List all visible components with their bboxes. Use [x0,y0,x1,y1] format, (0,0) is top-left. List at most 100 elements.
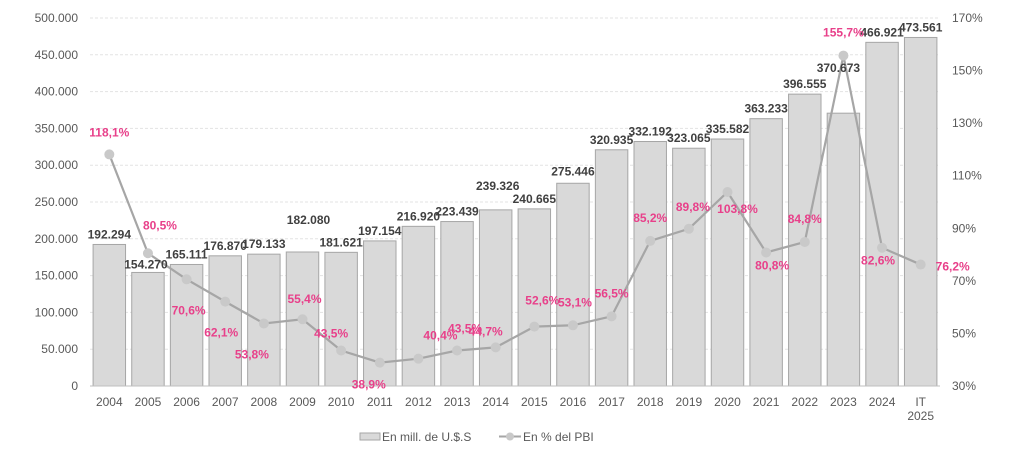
right-axis-tick-label: 150% [952,64,983,78]
line-value-label: 103,8% [717,202,758,216]
bar [594,149,629,387]
left-axis-tick-label: 150.000 [35,269,79,283]
bar-value-label: 363.233 [744,102,788,116]
bar-value-label: 223.439 [435,205,479,219]
x-axis-tick-label: 2015 [521,395,548,409]
x-axis-tick-label: 2005 [135,395,162,409]
bar-value-label: 239.326 [476,179,520,193]
line-value-label: 89,8% [676,200,710,214]
bar-value-label: 176.870 [204,239,248,253]
bar-value-label: 335.582 [706,122,750,136]
bar-value-label: 182.080 [287,213,331,227]
bar-value-label: 216.920 [397,209,441,223]
line-data-labels: 118,1% 80,5% 70,6% 62,1% 53,8% 55,4% 43,5% 38,9… [89,26,970,392]
x-axis-tick-label: 2014 [482,395,509,409]
line-point [413,353,424,364]
bar [478,209,513,387]
legend: En mill. de U.$.S En % del PBI [359,430,594,444]
right-axis-tick-label: 110% [952,169,982,183]
bar-value-label: 192.294 [88,227,132,241]
line-value-label: 118,1% [89,125,129,139]
bar-value-label: 240.665 [513,192,557,206]
bar [672,147,706,387]
line-point [142,248,153,259]
line-value-label: 44,7% [469,324,503,338]
line-value-label: 155,7% [823,26,864,40]
right-axis: 30% 50% 70% 90% 110% 130% 150% 170% [952,11,983,393]
x-axis-tick-label: 2022 [791,395,818,409]
line-point [606,311,617,322]
x-axis-tick-label: 2016 [560,395,587,409]
line-point [104,149,115,160]
line-series [104,50,926,368]
line-value-label: 53,1% [558,295,592,309]
legend-bar-swatch [359,432,381,441]
bar-value-label: 165.111 [166,247,208,261]
left-axis-tick-label: 100.000 [35,305,79,319]
line-point [529,321,540,332]
x-axis-tick-label: 2004 [96,395,123,409]
gridlines [90,17,940,350]
x-axis-tick-label: 2023 [830,395,857,409]
line-value-label: 56,5% [595,286,629,300]
bar-data-labels: 192.294 154.270165.111176.870179.133182.0… [88,20,943,271]
line-value-label: 80,5% [143,218,177,232]
x-axis-tick-label: 2008 [251,395,278,409]
legend-line-marker [506,432,514,441]
bar-value-label: 370.673 [817,61,861,75]
bar [92,243,127,387]
bar [903,36,938,387]
line-point [722,187,733,198]
bar-value-label: 473.561 [899,20,943,34]
line-value-label: 85,2% [633,211,667,225]
x-axis-tick-label: 2018 [637,395,664,409]
x-axis-tick-label: IT [915,395,926,409]
line-point [258,318,269,329]
line-point [799,236,810,247]
line-point [761,247,772,258]
x-axis-tick-label: 2019 [676,395,703,409]
bar-value-label: 396.555 [783,77,827,91]
pbi-percentage-line [108,55,922,364]
line-point [567,320,578,331]
bar [208,255,242,387]
line-value-label: 84,8% [788,212,822,226]
left-axis: 0 50.000 100.000 150.000 200.000 250.000 300.0… [35,11,79,393]
right-axis-tick-label: 90% [952,221,976,235]
line-value-label: 82,6% [861,254,895,268]
right-axis-tick-label: 30% [952,379,976,393]
x-axis-tick-label: 2021 [753,395,780,409]
line-value-label: 80,8% [755,258,789,272]
x-axis-tick-label: 2012 [405,395,432,409]
left-axis-tick-label: 50.000 [41,342,78,356]
bar [517,208,552,387]
bar-value-label: 154.270 [124,257,168,271]
bar [556,182,590,387]
x-axis-tick-label: 2025 [907,409,934,423]
x-axis-tick-label: 2020 [714,395,741,409]
line-point [452,345,463,356]
x-axis-tick-label: 2006 [173,395,200,409]
line-value-label: 40,4% [423,329,457,343]
x-axis-tick-label: 2007 [212,395,239,409]
x-axis-tick-label: 2024 [869,395,896,409]
x-axis-tick-label: 2011 [367,395,393,409]
legend-bar-label: En mill. de U.$.S [382,430,471,444]
line-point [297,314,308,325]
bar [131,271,165,387]
line-point [645,235,656,246]
left-axis-tick-label: 200.000 [35,232,79,246]
left-axis-tick-label: 400.000 [35,85,79,99]
line-point [181,274,192,285]
bar-value-label: 332.192 [629,125,673,139]
left-axis-tick-label: 500.000 [35,11,79,25]
bar-value-label: 275.446 [551,164,595,178]
left-axis-tick-label: 300.000 [35,158,79,172]
bar [324,251,358,387]
x-axis-tick-label: 2013 [444,395,471,409]
x-axis-tick-label: 2009 [289,395,316,409]
x-axis: 2004 2005 2006 2007 2008 2009 2010 2011 2012 2013… [96,395,934,423]
bar [440,221,474,387]
legend-line-label: En % del PBI [523,430,594,444]
